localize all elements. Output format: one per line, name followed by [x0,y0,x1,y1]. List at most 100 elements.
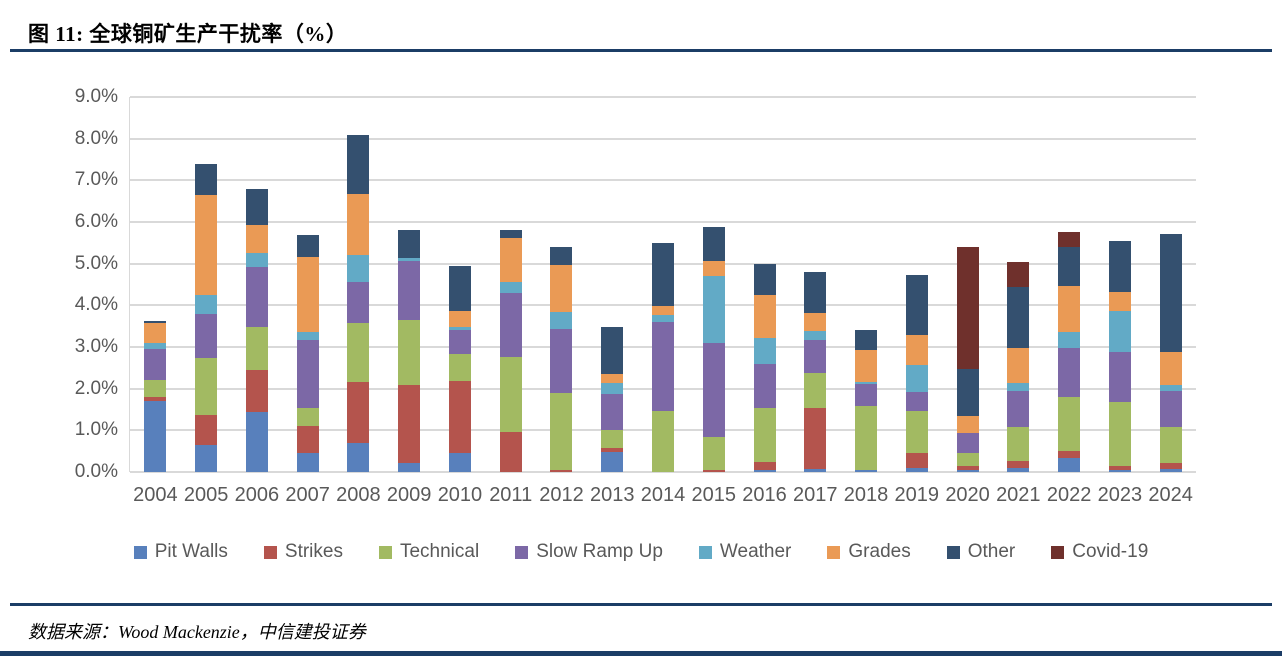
bar-segment-covid-19 [1058,232,1081,248]
x-axis-label: 2009 [386,484,432,506]
x-axis-label: 2008 [336,484,381,506]
bar-segment-covid-19 [956,247,979,369]
bar-segment-slow-ramp-up [1159,390,1182,427]
y-axis-label: 5.0% [74,252,118,274]
bar-segment-weather [1007,383,1030,391]
bar-segment-grades [1058,285,1081,332]
bar-segment-grades [347,194,370,255]
bar-segment-technical [398,319,421,385]
bar-segment-weather [245,252,268,268]
bar-segment-other [601,326,624,375]
bar-2012 [550,97,573,472]
bar-segment-weather [855,382,878,384]
bar-segment-pit-walls [1007,468,1030,472]
bar-segment-weather [1058,332,1081,349]
bar-2008 [347,97,370,472]
bar-segment-grades [1007,348,1030,384]
bar-segment-technical [804,373,827,409]
bar-segment-technical [855,406,878,470]
legend-label: Slow Ramp Up [536,541,663,562]
x-axis-label: 2011 [489,484,533,506]
x-axis-label: 2017 [793,484,838,506]
bar-segment-technical [195,358,218,415]
bar-segment-other [804,272,827,314]
legend-label: Other [967,541,1016,562]
bar-segment-slow-ramp-up [1007,390,1030,427]
bar-segment-weather [144,342,167,350]
legend-item-grades: Grades [827,541,911,563]
x-axis-label: 2010 [437,484,483,506]
bar-segment-grades [550,264,573,312]
bar-segment-slow-ramp-up [296,339,319,408]
legend-label: Grades [848,541,911,562]
bar-segment-slow-ramp-up [550,328,573,394]
x-axis-label: 2024 [1148,484,1193,506]
y-axis-label: 0.0% [74,461,118,482]
bar-segment-slow-ramp-up [753,364,776,409]
bar-2016 [753,97,776,472]
legend-label: Covid-19 [1072,541,1149,562]
gridline [130,137,1196,140]
bar-segment-other [499,230,522,238]
bar-segment-pit-walls [245,412,268,472]
bar-segment-strikes [956,466,979,470]
bar-segment-weather [1159,384,1182,391]
bar-segment-strikes [195,414,218,445]
x-axis-label: 2005 [183,484,229,506]
figure-title: 图 11: 全球铜矿生产干扰率（%） [28,22,348,46]
bar-2009 [398,97,421,472]
bar-segment-strikes [144,397,167,402]
bar-segment-slow-ramp-up [702,343,725,437]
bar-segment-slow-ramp-up [245,267,268,327]
bar-segment-other [1108,240,1131,292]
bar-segment-slow-ramp-up [956,432,979,453]
bar-segment-grades [753,294,776,339]
bar-2022 [1058,97,1081,472]
y-axis-label: 3.0% [74,336,118,357]
data-source: 数据来源：Wood Mackenzie，中信建投证券 [28,622,366,642]
bar-segment-technical [1108,402,1131,467]
bar-2010 [448,97,471,472]
bar-segment-pit-walls [296,453,319,472]
x-axis-label: 2004 [133,484,178,506]
bar-segment-slow-ramp-up [499,292,522,358]
y-axis-line [129,97,130,472]
bar-segment-pit-walls [195,444,218,472]
bar-segment-other [905,274,928,336]
y-axis-label: 4.0% [74,294,118,316]
y-axis-label: 2.0% [74,377,118,399]
legend-item-slow-ramp-up: Slow Ramp Up [515,541,663,563]
bar-segment-other [1058,247,1081,286]
bar-segment-technical [1159,426,1182,464]
x-axis-label: 2018 [843,484,889,506]
x-axis-label: 2015 [691,484,737,506]
bar-segment-grades [804,313,827,331]
footer-divider [10,603,1272,606]
bar-segment-other [347,134,370,195]
plot-area: 0.0% 1.0% 2.0% 3.0% 4.0% 5.0% 6.0% 7.0% 8.0% 9.0%… [75,87,1196,506]
bar-segment-pit-walls [804,469,827,472]
bar-segment-weather [296,331,319,340]
bar-2023 [1108,97,1131,472]
bar-segment-weather [804,330,827,340]
bar-2018 [855,97,878,472]
bar-segment-technical [347,323,370,382]
legend-label: Pit Walls [154,541,228,562]
bar-segment-other [448,266,471,311]
bar-segment-weather [195,295,218,315]
legend-label: Technical [399,541,480,562]
bar-segment-strikes [753,461,776,470]
bar-segment-technical [905,410,928,454]
legend-swatch [698,545,712,559]
legend-item-strikes: Strikes [263,541,343,563]
bar-segment-grades [855,350,878,382]
bar-segment-strikes [804,408,827,470]
bar-2017 [804,97,827,472]
bar-segment-grades [195,194,218,296]
bar-segment-strikes [1007,461,1030,469]
bar-segment-pit-walls [398,463,421,472]
y-axis-label: 8.0% [74,127,118,149]
bar-2015 [702,97,725,472]
bar-segment-slow-ramp-up [652,321,674,411]
x-axis-label: 2012 [539,484,584,506]
